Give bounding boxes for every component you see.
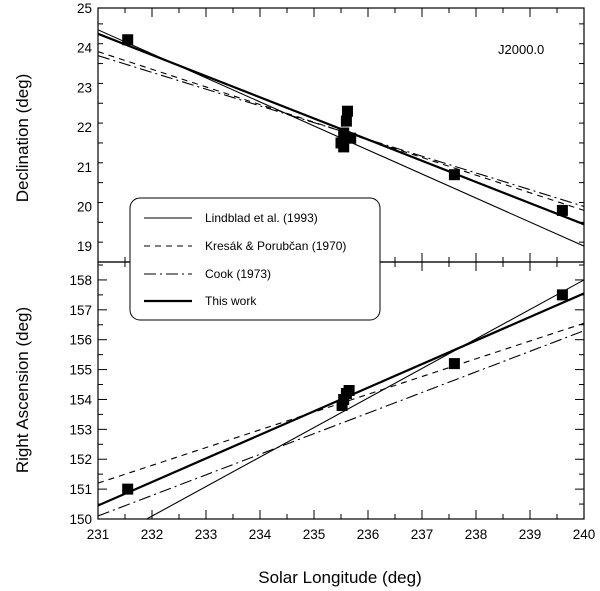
data-point <box>556 289 568 301</box>
y-axis-title-declination: Declination (deg) <box>13 74 32 203</box>
y-tick-label: 25 <box>77 1 92 16</box>
data-point <box>448 358 460 370</box>
x-tick-label: 236 <box>357 527 380 542</box>
y-axis-title-right-ascension: Right Ascension (deg) <box>13 307 32 473</box>
declination-panel: 19 20 21 22 23 24 25 <box>77 1 585 263</box>
series-line-dashdot <box>98 330 584 517</box>
y-tick-label: 21 <box>77 160 92 175</box>
series-group <box>98 29 584 247</box>
series-line-dashdot <box>98 55 584 207</box>
series-group <box>98 279 584 519</box>
data-point <box>338 127 350 139</box>
data-point <box>343 385 355 396</box>
y-tick-label: 20 <box>77 199 92 214</box>
x-tick-label: 235 <box>303 527 326 542</box>
y-tick-label: 155 <box>69 363 92 378</box>
data-point <box>448 169 460 181</box>
y-tick-label: 22 <box>77 120 92 135</box>
data-point <box>338 393 350 405</box>
x-tick-label: 238 <box>465 527 488 542</box>
data-point <box>336 399 348 411</box>
y-tick-label: 150 <box>69 512 92 527</box>
right-ascension-panel: 150 151 152 153 154 155 156 157 158 231 232 233 234 2… <box>69 261 596 542</box>
x-tick-label: 237 <box>411 527 434 542</box>
x-axis-title: Solar Longitude (deg) <box>258 568 422 587</box>
x-tick-label: 231 <box>87 527 110 542</box>
y-tick-label: 23 <box>77 80 92 95</box>
y-tick-label: 153 <box>69 422 92 437</box>
x-tick-label: 234 <box>249 527 272 542</box>
y-tick-label: 158 <box>69 273 92 288</box>
legend-box <box>129 197 381 321</box>
y-tick-label: 151 <box>69 482 92 497</box>
data-point <box>122 34 134 46</box>
y-tick-label: 156 <box>69 333 92 348</box>
y-tick-label: 154 <box>69 392 92 407</box>
y-tick-label: 157 <box>69 303 92 318</box>
data-point <box>122 483 134 495</box>
x-tick-label: 233 <box>195 527 218 542</box>
data-point <box>340 115 352 127</box>
epoch-label: J2000.0 <box>498 42 544 57</box>
x-tick-label: 232 <box>141 527 164 542</box>
y-tick-label: 152 <box>69 452 92 467</box>
legend-label: Cook (1973) <box>205 267 271 281</box>
data-point <box>341 105 353 117</box>
legend: Lindblad et al. (1993) Kresák & Porubčan … <box>129 197 381 321</box>
x-tick-label: 240 <box>573 527 596 542</box>
data-point <box>345 132 357 144</box>
y-tick-label: 24 <box>77 41 93 56</box>
x-tick-label: 239 <box>519 527 542 542</box>
legend-label: This work <box>205 294 257 308</box>
series-line-thin <box>145 279 584 519</box>
data-point <box>338 141 350 153</box>
y-tick-label: 19 <box>77 239 92 254</box>
legend-label: Kresák & Porubčan (1970) <box>205 239 346 253</box>
data-point <box>556 204 568 216</box>
legend-label: Lindblad et al. (1993) <box>205 211 318 225</box>
